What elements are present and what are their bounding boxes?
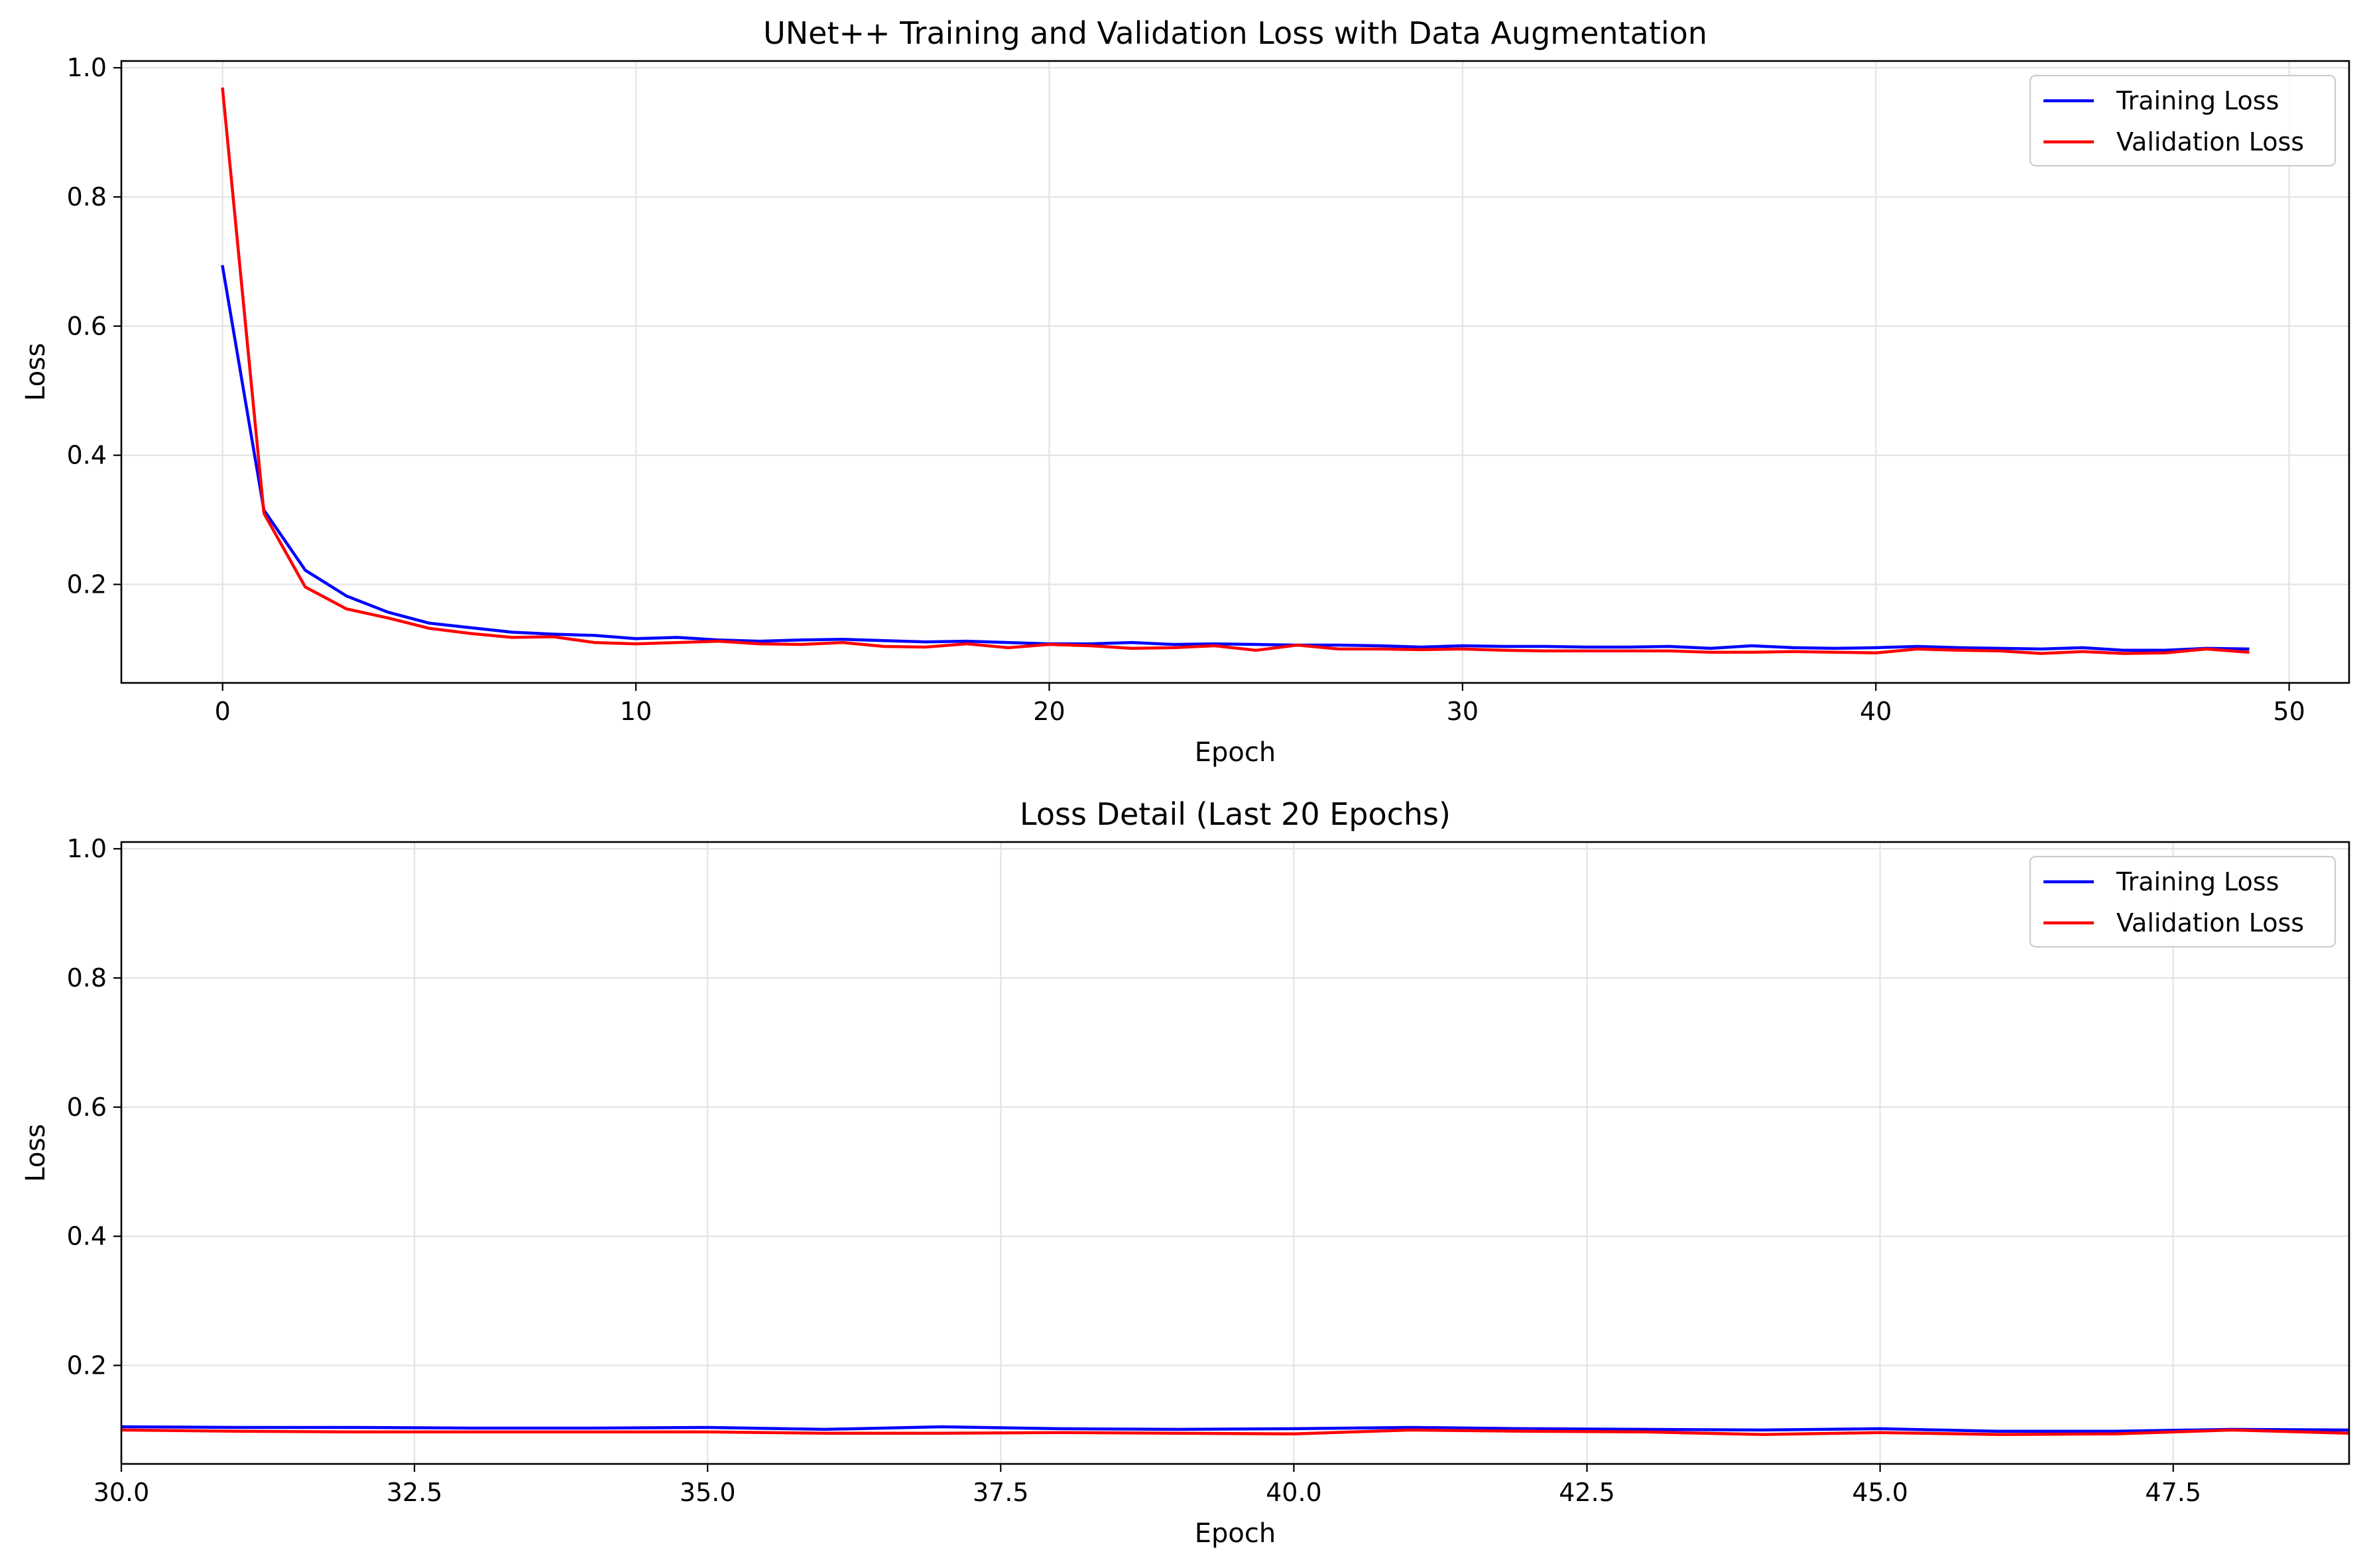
y-tick-label: 0.2	[67, 570, 107, 599]
y-tick-label: 0.8	[67, 963, 107, 993]
x-tick-label: 42.5	[1559, 1478, 1615, 1507]
x-tick-label: 10	[620, 697, 652, 726]
x-tick-label: 45.0	[1852, 1478, 1908, 1507]
series-line-validation-loss	[121, 1428, 2349, 1436]
legend-entry: Validation Loss	[2116, 127, 2304, 156]
series-line-validation-loss	[221, 87, 2250, 655]
x-tick-label: 40	[1860, 697, 1892, 726]
x-tick-label: 40.0	[1266, 1478, 1322, 1507]
x-tick-label: 37.5	[973, 1478, 1029, 1507]
y-tick-label: 0.4	[67, 441, 107, 470]
y-tick-label: 0.4	[67, 1222, 107, 1251]
y-tick-label: 0.6	[67, 1093, 107, 1122]
legend: Training Loss Validation Loss	[2029, 855, 2337, 948]
x-tick-label: 30	[1447, 697, 1479, 726]
x-tick-label: 35.0	[680, 1478, 736, 1507]
legend-box	[2029, 74, 2337, 167]
legend: Training Loss Validation Loss	[2029, 74, 2337, 167]
series-line-training-loss	[121, 1425, 2349, 1433]
grid-lines	[120, 842, 2349, 1464]
legend-entry: Validation Loss	[2116, 908, 2304, 937]
legend-entry: Training Loss	[2116, 867, 2279, 896]
series-lines	[121, 1425, 2349, 1436]
y-tick-label: 0.6	[67, 312, 107, 341]
x-tick-label: 32.5	[387, 1478, 443, 1507]
y-tick-label: 1.0	[67, 834, 107, 863]
chart-title: Loss Detail (Last 20 Epochs)	[1020, 796, 1451, 832]
x-tick-label: 47.5	[2145, 1478, 2201, 1507]
y-tick-label: 1.0	[67, 53, 107, 82]
legend-box	[2029, 855, 2337, 948]
plot-frame	[120, 841, 2350, 1465]
x-tick-label: 50	[2273, 697, 2305, 726]
y-axis-label: Loss	[21, 1124, 51, 1182]
y-tick-label: 0.2	[67, 1351, 107, 1380]
grid-lines	[121, 61, 2349, 683]
x-tick-label: 20	[1033, 697, 1065, 726]
series-line-training-loss	[221, 265, 2250, 652]
legend-entry: Training Loss	[2116, 86, 2279, 115]
chart-2: 30.0 32.5 35.0 37.5 40.0 42.5 45.0 47.5 0.2 0.4 0.…	[21, 796, 2350, 1549]
x-tick-label: 30.0	[93, 1478, 150, 1507]
plot-frame	[120, 60, 2350, 684]
chart-1: 0 10 20 30 40 50 0.2 0.4 0.6 0.8 1.0 UNet++ Trainin…	[21, 15, 2350, 768]
chart-title: UNet++ Training and Validation Loss with…	[763, 15, 1707, 51]
y-tick-label: 0.8	[67, 182, 107, 211]
x-tick-label: 0	[215, 697, 231, 726]
x-axis-label: Epoch	[1195, 737, 1276, 768]
y-axis-label: Loss	[21, 343, 51, 401]
x-axis-label: Epoch	[1195, 1518, 1276, 1549]
series-lines	[221, 87, 2250, 655]
